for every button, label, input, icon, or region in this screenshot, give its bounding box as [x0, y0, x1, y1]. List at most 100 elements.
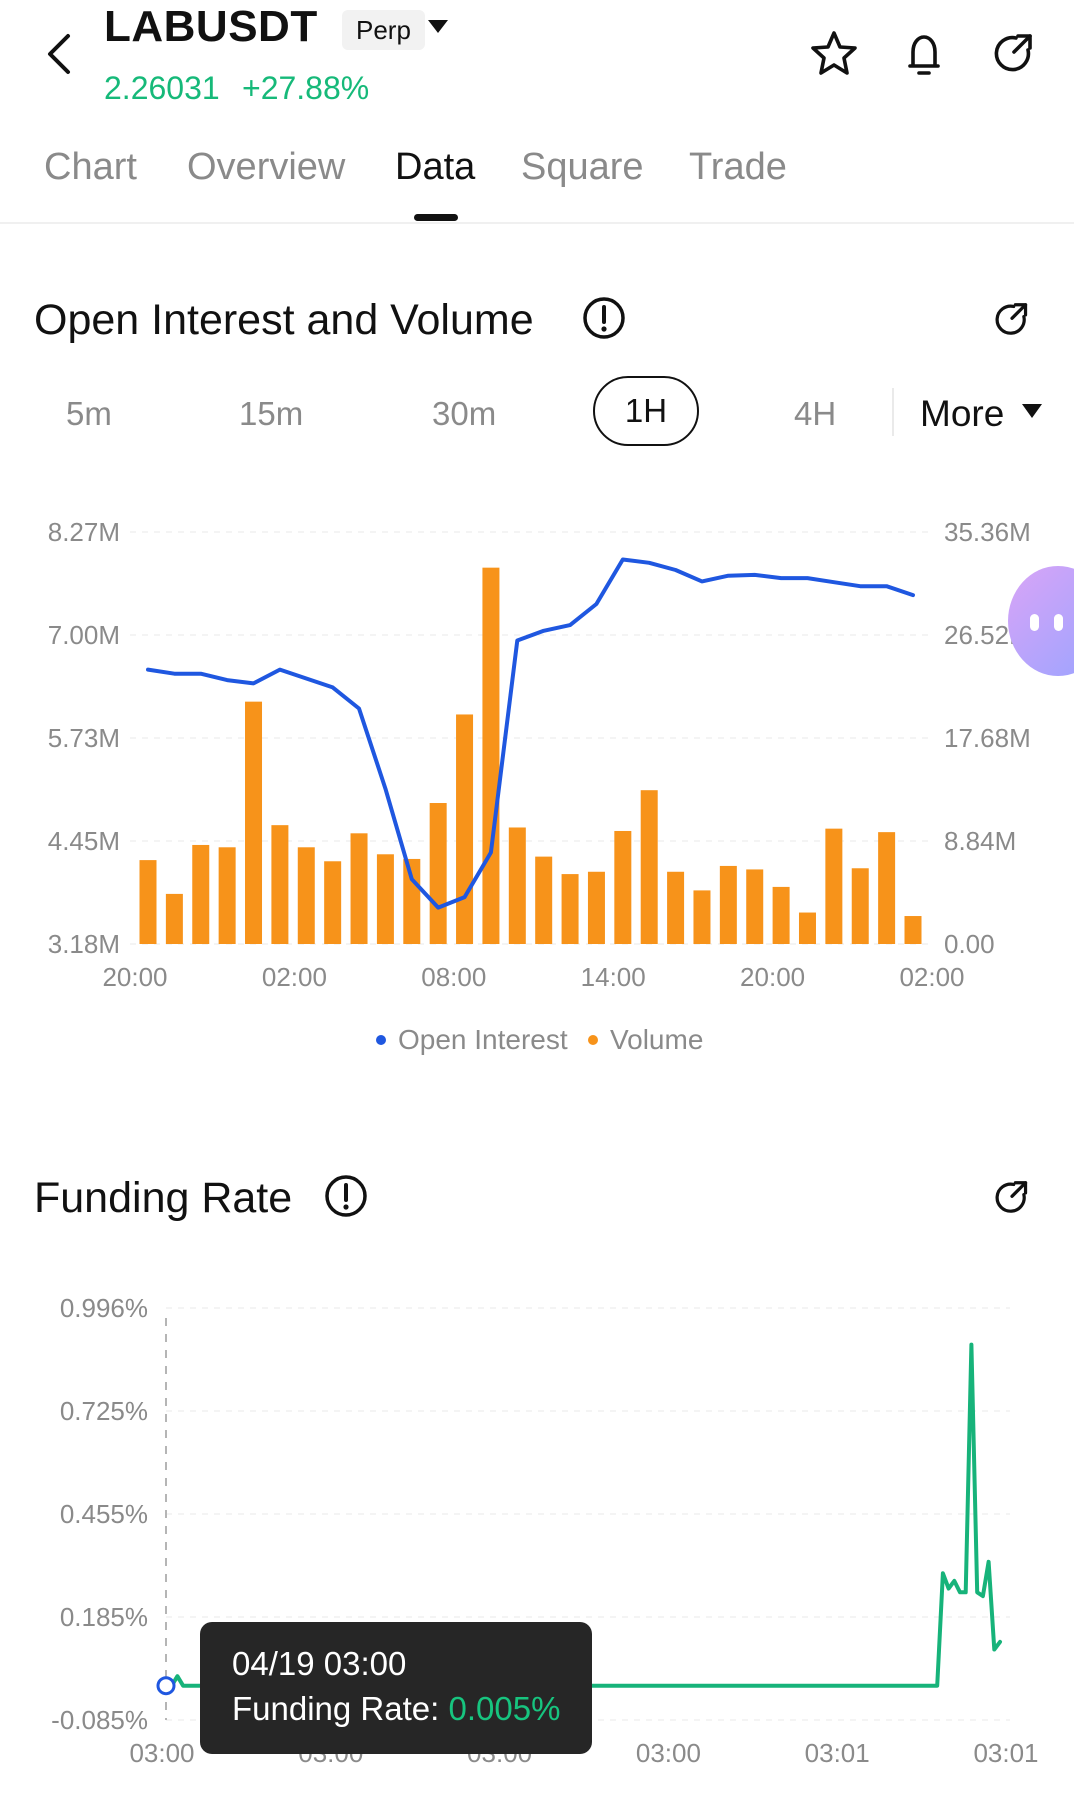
- y-left-tick-label: 5.73M: [48, 723, 120, 753]
- volume-bar: [667, 871, 685, 944]
- x-tick-label: 20:00: [102, 962, 167, 992]
- y-tick-label: 0.185%: [60, 1602, 148, 1632]
- active-tab-indicator: [414, 214, 458, 221]
- info-button[interactable]: [582, 296, 626, 340]
- volume-bar: [904, 916, 922, 944]
- y-tick-label: -0.085%: [51, 1705, 148, 1735]
- volume-bar: [350, 833, 368, 944]
- funding-share-button[interactable]: [990, 1176, 1034, 1220]
- volume-bar: [772, 886, 790, 944]
- volume-bar: [271, 825, 289, 944]
- caret-down-icon[interactable]: [1022, 404, 1042, 418]
- x-tick-label: 02:00: [262, 962, 327, 992]
- volume-bar: [165, 893, 183, 944]
- y-tick-label: 0.725%: [60, 1396, 148, 1426]
- chevron-down-icon[interactable]: [428, 20, 448, 33]
- x-tick-label: 14:00: [581, 962, 646, 992]
- volume-bar: [561, 874, 579, 944]
- volume-bar: [746, 869, 764, 944]
- volume-bar: [587, 871, 605, 944]
- contract-type-badge[interactable]: Perp: [342, 10, 425, 50]
- price-change: +27.88%: [242, 70, 370, 106]
- legend-dot: [588, 1035, 598, 1045]
- info-icon: [325, 1175, 367, 1217]
- symbol-title[interactable]: LABUSDT: [104, 2, 318, 51]
- x-tick-label: 08:00: [421, 962, 486, 992]
- volume-bar: [825, 828, 843, 944]
- y-right-tick-label: 8.84M: [944, 826, 1016, 856]
- tab-square[interactable]: Square: [521, 146, 644, 188]
- oi-share-button[interactable]: [990, 298, 1034, 342]
- volume-bar: [192, 844, 210, 944]
- assistant-eye: [1030, 614, 1039, 631]
- share-icon: [994, 34, 1032, 72]
- period-1h[interactable]: 1H: [593, 376, 699, 446]
- volume-bar: [482, 567, 500, 944]
- y-left-tick-label: 3.18M: [48, 929, 120, 959]
- y-right-tick-label: 0.00: [944, 929, 995, 959]
- period-30m[interactable]: 30m: [432, 395, 497, 432]
- y-tick-label: 0.996%: [60, 1293, 148, 1323]
- assistant-eye: [1054, 614, 1063, 631]
- y-left-tick-label: 7.00M: [48, 620, 120, 650]
- volume-bar: [535, 856, 553, 944]
- open-interest-line: [146, 557, 915, 910]
- info-icon: [583, 297, 625, 339]
- period-5m[interactable]: 5m: [66, 395, 112, 432]
- legend-dot: [376, 1035, 386, 1045]
- share-button[interactable]: [988, 28, 1040, 80]
- tab-data[interactable]: Data: [395, 146, 476, 188]
- funding-tooltip: [200, 1622, 592, 1754]
- y-right-tick-label: 17.68M: [944, 723, 1031, 753]
- volume-bar: [640, 790, 658, 944]
- divider: [892, 388, 894, 436]
- tooltip-rate: 0.005%: [448, 1690, 561, 1727]
- volume-bar: [245, 701, 263, 944]
- volume-bar: [614, 830, 632, 944]
- back-button[interactable]: [38, 26, 82, 82]
- legend-open-interest[interactable]: Open Interest: [376, 1024, 568, 1056]
- tab-trade[interactable]: Trade: [689, 146, 787, 188]
- divider: [0, 222, 1074, 224]
- volume-bar: [324, 861, 342, 944]
- open-interest-title: Open Interest and Volume: [34, 296, 534, 344]
- legend-volume[interactable]: Volume: [588, 1024, 703, 1056]
- volume-bar: [139, 860, 157, 944]
- selected-point-marker: [156, 1676, 176, 1696]
- volume-bar: [376, 854, 394, 944]
- volume-bar: [403, 858, 421, 944]
- volume-bar: [297, 847, 315, 944]
- volume-bar: [508, 827, 526, 944]
- x-tick-label: 03:01: [973, 1738, 1038, 1768]
- period-15m[interactable]: 15m: [239, 395, 304, 432]
- volume-bar: [693, 890, 711, 944]
- volume-bar: [456, 714, 474, 944]
- tooltip-label: Funding Rate:: [232, 1690, 440, 1727]
- y-tick-label: 0.455%: [60, 1499, 148, 1529]
- y-left-tick-label: 4.45M: [48, 826, 120, 856]
- last-price: 2.26031: [104, 70, 220, 106]
- tooltip-value: Funding Rate: 0.005%: [232, 1690, 560, 1728]
- y-left-tick-label: 8.27M: [48, 517, 120, 547]
- alert-button[interactable]: [898, 28, 950, 80]
- bell-icon: [908, 35, 940, 75]
- funding-rate-title: Funding Rate: [34, 1174, 293, 1222]
- x-tick-label: 03:00: [129, 1738, 194, 1768]
- tooltip-time: 04/19 03:00: [232, 1645, 407, 1682]
- tab-overview[interactable]: Overview: [187, 146, 346, 188]
- volume-bar: [878, 832, 896, 944]
- star-icon: [811, 31, 857, 75]
- volume-bar: [851, 868, 869, 944]
- favorite-button[interactable]: [808, 28, 860, 80]
- x-tick-label: 03:00: [636, 1738, 701, 1768]
- legend-label: Open Interest: [398, 1024, 568, 1055]
- tab-chart[interactable]: Chart: [44, 146, 137, 188]
- volume-bar: [719, 865, 737, 944]
- share-icon: [995, 1181, 1028, 1213]
- period-4h[interactable]: 4H: [794, 395, 837, 432]
- volume-bar: [798, 912, 816, 944]
- more-periods-button[interactable]: More: [920, 393, 1005, 434]
- x-tick-label: 02:00: [899, 962, 964, 992]
- info-button[interactable]: [324, 1174, 368, 1218]
